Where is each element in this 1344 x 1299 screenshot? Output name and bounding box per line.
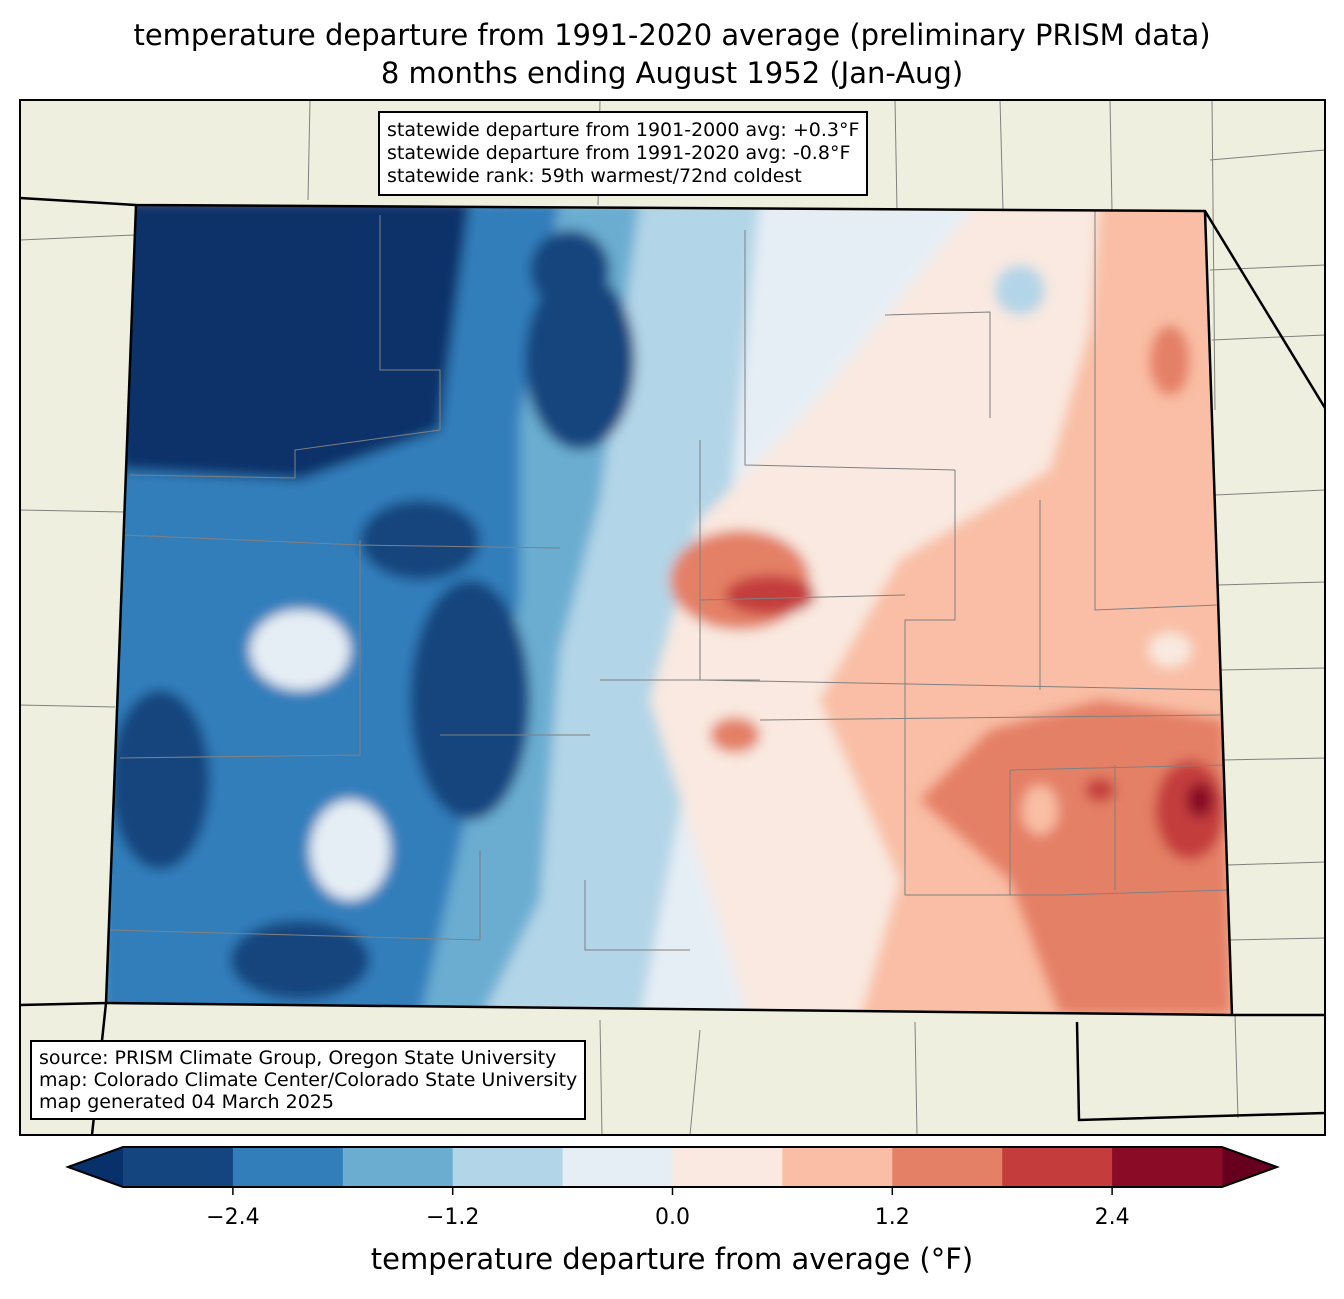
colorbar-tick-label: −2.4	[206, 1205, 260, 1230]
neighbor-state-county-lines	[20, 100, 1325, 1135]
colorbar-label: temperature departure from average (°F)	[370, 1242, 974, 1276]
source-prism: source: PRISM Climate Group, Oregon Stat…	[39, 1047, 557, 1069]
colorbar-segment	[452, 1147, 564, 1187]
map-title-line1: temperature departure from 1991-2020 ave…	[133, 18, 1211, 52]
colorbar-segment	[342, 1147, 454, 1187]
colorbar-segment	[1002, 1147, 1113, 1187]
colorbar-segment	[232, 1147, 344, 1187]
temperature-departure-field	[106, 205, 1232, 1015]
state-borders	[19, 196, 1327, 1136]
colorbar-segment	[782, 1147, 893, 1187]
map-frame	[19, 99, 1326, 1136]
colorbar-tick-label: 0.0	[655, 1205, 690, 1230]
source-generated: map generated 04 March 2025	[39, 1091, 334, 1113]
colorbar-segment	[123, 1147, 234, 1187]
colorbar-segment	[562, 1147, 673, 1187]
statewide-stats-box: statewide departure from 1901-2000 avg: …	[378, 111, 869, 196]
colorbar-over-arrow	[1222, 1147, 1277, 1187]
source-box: source: PRISM Climate Group, Oregon Stat…	[30, 1040, 587, 1120]
colorbar-segment	[892, 1147, 1003, 1187]
colorbar-under-arrow	[68, 1147, 123, 1187]
colorbar-tick-label: −1.2	[425, 1205, 480, 1230]
colorbar	[65, 1146, 1280, 1195]
stats-departure-1991-2020: statewide departure from 1991-2020 avg: …	[387, 142, 851, 164]
colorbar-tick-label: 2.4	[1094, 1205, 1130, 1230]
source-map: map: Colorado Climate Center/Colorado St…	[39, 1069, 578, 1091]
colorbar-outline	[65, 1146, 1280, 1188]
colorbar-segment	[672, 1147, 783, 1187]
county-boundaries	[109, 205, 1231, 951]
stats-rank: statewide rank: 59th warmest/72nd coldes…	[387, 165, 802, 187]
stats-departure-1901-2000: statewide departure from 1901-2000 avg: …	[387, 119, 860, 141]
colorbar-segment	[1112, 1147, 1223, 1187]
map-title-line2: 8 months ending August 1952 (Jan-Aug)	[380, 56, 964, 90]
colorbar-tick-label: 1.2	[874, 1205, 910, 1230]
